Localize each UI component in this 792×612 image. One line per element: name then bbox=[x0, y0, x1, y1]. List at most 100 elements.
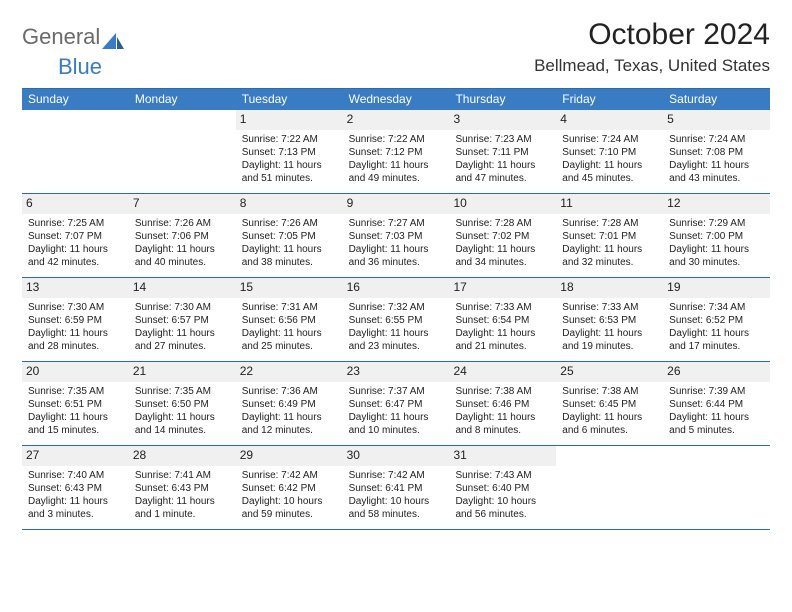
day-number: 19 bbox=[663, 278, 770, 298]
day-number: 25 bbox=[556, 362, 663, 382]
day-number: 1 bbox=[236, 110, 343, 130]
daylight-line: Daylight: 11 hours and 3 minutes. bbox=[28, 495, 123, 521]
sail-icon bbox=[102, 29, 124, 45]
daylight-line: Daylight: 11 hours and 5 minutes. bbox=[669, 411, 764, 437]
day-number: 14 bbox=[129, 278, 236, 298]
day-cell: 31Sunrise: 7:43 AMSunset: 6:40 PMDayligh… bbox=[449, 446, 556, 529]
sunset-line: Sunset: 7:07 PM bbox=[28, 230, 123, 243]
dow-cell: Sunday bbox=[22, 89, 129, 110]
brand-part1: General bbox=[22, 24, 100, 50]
sunset-line: Sunset: 6:59 PM bbox=[28, 314, 123, 327]
day-cell: . bbox=[663, 446, 770, 529]
sunset-line: Sunset: 6:43 PM bbox=[135, 482, 230, 495]
daylight-line: Daylight: 11 hours and 14 minutes. bbox=[135, 411, 230, 437]
day-number: 16 bbox=[343, 278, 450, 298]
sunrise-line: Sunrise: 7:31 AM bbox=[242, 301, 337, 314]
daylight-line: Daylight: 10 hours and 59 minutes. bbox=[242, 495, 337, 521]
day-cell: 24Sunrise: 7:38 AMSunset: 6:46 PMDayligh… bbox=[449, 362, 556, 445]
week-row: 13Sunrise: 7:30 AMSunset: 6:59 PMDayligh… bbox=[22, 278, 770, 362]
sunset-line: Sunset: 7:08 PM bbox=[669, 146, 764, 159]
day-cell: 20Sunrise: 7:35 AMSunset: 6:51 PMDayligh… bbox=[22, 362, 129, 445]
week-row: 27Sunrise: 7:40 AMSunset: 6:43 PMDayligh… bbox=[22, 446, 770, 530]
sunrise-line: Sunrise: 7:28 AM bbox=[562, 217, 657, 230]
day-cell: . bbox=[22, 110, 129, 193]
daylight-line: Daylight: 11 hours and 23 minutes. bbox=[349, 327, 444, 353]
sunrise-line: Sunrise: 7:29 AM bbox=[669, 217, 764, 230]
sunset-line: Sunset: 7:00 PM bbox=[669, 230, 764, 243]
day-cell: 30 Sunrise: 7:42 AMSunset: 6:41 PMDayligh… bbox=[343, 446, 450, 529]
daylight-line: Daylight: 11 hours and 6 minutes. bbox=[562, 411, 657, 437]
day-number: 22 bbox=[236, 362, 343, 382]
dow-cell: Thursday bbox=[449, 89, 556, 110]
day-cell: 3Sunrise: 7:23 AMSunset: 7:11 PMDaylight… bbox=[449, 110, 556, 193]
day-cell: 27 Sunrise: 7:40 AMSunset: 6:43 PMDayligh… bbox=[22, 446, 129, 529]
sunrise-line: Sunrise: 7:40 AM bbox=[28, 469, 123, 482]
day-cell: 25Sunrise: 7:38 AMSunset: 6:45 PMDayligh… bbox=[556, 362, 663, 445]
sunset-line: Sunset: 6:46 PM bbox=[455, 398, 550, 411]
day-cell: 18Sunrise: 7:33 AMSunset: 6:53 PMDayligh… bbox=[556, 278, 663, 361]
brand-logo: General bbox=[22, 24, 124, 50]
sunrise-line: Sunrise: 7:22 AM bbox=[349, 133, 444, 146]
day-number: 29 bbox=[236, 446, 343, 466]
daylight-line: Daylight: 11 hours and 38 minutes. bbox=[242, 243, 337, 269]
day-cell: 16Sunrise: 7:32 AMSunset: 6:55 PMDayligh… bbox=[343, 278, 450, 361]
sunset-line: Sunset: 7:02 PM bbox=[455, 230, 550, 243]
day-number: 21 bbox=[129, 362, 236, 382]
daylight-line: Daylight: 11 hours and 1 minute. bbox=[135, 495, 230, 521]
daylight-line: Daylight: 11 hours and 42 minutes. bbox=[28, 243, 123, 269]
day-number: 31 bbox=[449, 446, 556, 466]
dow-cell: Friday bbox=[556, 89, 663, 110]
day-number: 18 bbox=[556, 278, 663, 298]
day-number: 27 bbox=[22, 446, 129, 466]
sunset-line: Sunset: 6:47 PM bbox=[349, 398, 444, 411]
brand-part2: Blue bbox=[58, 54, 102, 79]
sunset-line: Sunset: 6:53 PM bbox=[562, 314, 657, 327]
sunset-line: Sunset: 7:01 PM bbox=[562, 230, 657, 243]
day-cell: 12Sunrise: 7:29 AMSunset: 7:00 PMDayligh… bbox=[663, 194, 770, 277]
dow-cell: Saturday bbox=[663, 89, 770, 110]
month-title: October 2024 bbox=[534, 18, 770, 52]
dow-cell: Tuesday bbox=[236, 89, 343, 110]
day-number: 10 bbox=[449, 194, 556, 214]
day-cell: 22Sunrise: 7:36 AMSunset: 6:49 PMDayligh… bbox=[236, 362, 343, 445]
sunrise-line: Sunrise: 7:28 AM bbox=[455, 217, 550, 230]
sunrise-line: Sunrise: 7:23 AM bbox=[455, 133, 550, 146]
day-cell: 8Sunrise: 7:26 AMSunset: 7:05 PMDaylight… bbox=[236, 194, 343, 277]
sunset-line: Sunset: 6:45 PM bbox=[562, 398, 657, 411]
sunset-line: Sunset: 6:41 PM bbox=[349, 482, 444, 495]
sunrise-line: Sunrise: 7:27 AM bbox=[349, 217, 444, 230]
day-cell: 10Sunrise: 7:28 AMSunset: 7:02 PMDayligh… bbox=[449, 194, 556, 277]
day-cell: 6Sunrise: 7:25 AMSunset: 7:07 PMDaylight… bbox=[22, 194, 129, 277]
day-number: 23 bbox=[343, 362, 450, 382]
sunrise-line: Sunrise: 7:42 AM bbox=[242, 469, 337, 482]
sunset-line: Sunset: 6:40 PM bbox=[455, 482, 550, 495]
daylight-line: Daylight: 11 hours and 36 minutes. bbox=[349, 243, 444, 269]
sunset-line: Sunset: 7:11 PM bbox=[455, 146, 550, 159]
day-number: 30 bbox=[343, 446, 450, 466]
sunrise-line: Sunrise: 7:37 AM bbox=[349, 385, 444, 398]
sunset-line: Sunset: 7:05 PM bbox=[242, 230, 337, 243]
day-number: 15 bbox=[236, 278, 343, 298]
day-number: 4 bbox=[556, 110, 663, 130]
sunrise-line: Sunrise: 7:38 AM bbox=[455, 385, 550, 398]
sunrise-line: Sunrise: 7:35 AM bbox=[135, 385, 230, 398]
daylight-line: Daylight: 11 hours and 25 minutes. bbox=[242, 327, 337, 353]
dow-row: SundayMondayTuesdayWednesdayThursdayFrid… bbox=[22, 89, 770, 110]
sunrise-line: Sunrise: 7:32 AM bbox=[349, 301, 444, 314]
sunset-line: Sunset: 6:51 PM bbox=[28, 398, 123, 411]
day-cell: . bbox=[556, 446, 663, 529]
sunset-line: Sunset: 7:13 PM bbox=[242, 146, 337, 159]
day-cell: 17Sunrise: 7:33 AMSunset: 6:54 PMDayligh… bbox=[449, 278, 556, 361]
day-number: 5 bbox=[663, 110, 770, 130]
daylight-line: Daylight: 10 hours and 58 minutes. bbox=[349, 495, 444, 521]
daylight-line: Daylight: 11 hours and 47 minutes. bbox=[455, 159, 550, 185]
sunset-line: Sunset: 6:43 PM bbox=[28, 482, 123, 495]
dow-cell: Wednesday bbox=[343, 89, 450, 110]
week-row: ..1Sunrise: 7:22 AMSunset: 7:13 PMDaylig… bbox=[22, 110, 770, 194]
sunrise-line: Sunrise: 7:42 AM bbox=[349, 469, 444, 482]
day-number: 17 bbox=[449, 278, 556, 298]
daylight-line: Daylight: 11 hours and 32 minutes. bbox=[562, 243, 657, 269]
day-number: 13 bbox=[22, 278, 129, 298]
day-number: 24 bbox=[449, 362, 556, 382]
sunrise-line: Sunrise: 7:26 AM bbox=[242, 217, 337, 230]
